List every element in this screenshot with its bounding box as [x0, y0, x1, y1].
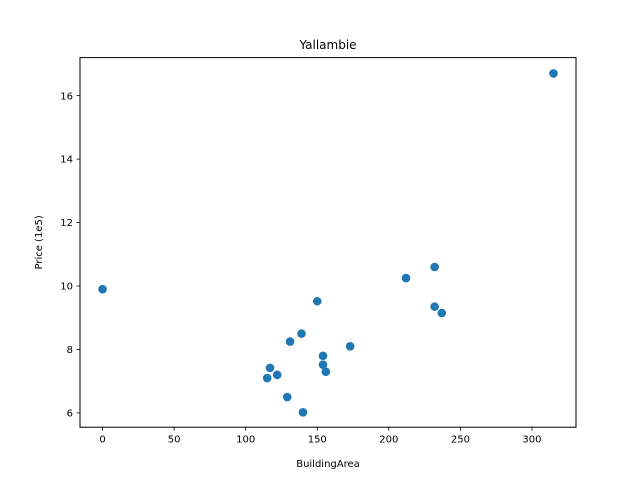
y-tick-label: 16: [60, 91, 73, 102]
data-point: [272, 370, 282, 380]
plot-frame: [79, 57, 577, 428]
y-tick-label: 8: [67, 345, 73, 356]
data-point: [318, 360, 328, 370]
data-point: [401, 273, 411, 283]
data-point: [430, 302, 439, 311]
x-axis-label: BuildingArea: [296, 459, 360, 470]
x-tick-label: 250: [451, 435, 470, 446]
x-axis-ticks: 0 50 100 150 200 250 300: [99, 427, 542, 446]
data-points: [98, 69, 558, 417]
y-axis-ticks: 6 8 10 12 14 16: [60, 91, 80, 420]
x-tick-label: 0: [99, 435, 105, 446]
y-tick-label: 10: [60, 282, 73, 293]
data-point: [345, 342, 355, 351]
chart-title: Yallambie: [298, 38, 356, 52]
data-point: [430, 262, 439, 272]
data-point: [282, 392, 292, 402]
data-point: [98, 284, 107, 294]
data-point: [297, 329, 306, 338]
data-point: [437, 308, 447, 318]
data-point: [285, 337, 295, 346]
y-tick-label: 6: [67, 409, 73, 420]
x-tick-label: 300: [522, 435, 541, 446]
data-point: [321, 367, 331, 376]
data-point: [265, 363, 275, 373]
data-point: [312, 296, 322, 306]
data-point: [298, 407, 308, 417]
x-tick-label: 100: [236, 435, 255, 446]
x-tick-label: 150: [308, 435, 327, 446]
data-point: [262, 373, 272, 383]
x-tick-label: 50: [168, 435, 181, 446]
data-point: [549, 69, 558, 78]
y-tick-label: 12: [60, 218, 73, 229]
y-tick-label: 14: [60, 155, 73, 166]
data-point: [318, 351, 328, 361]
x-tick-label: 200: [379, 435, 398, 446]
y-axis-label: Price (1e5): [34, 215, 45, 269]
